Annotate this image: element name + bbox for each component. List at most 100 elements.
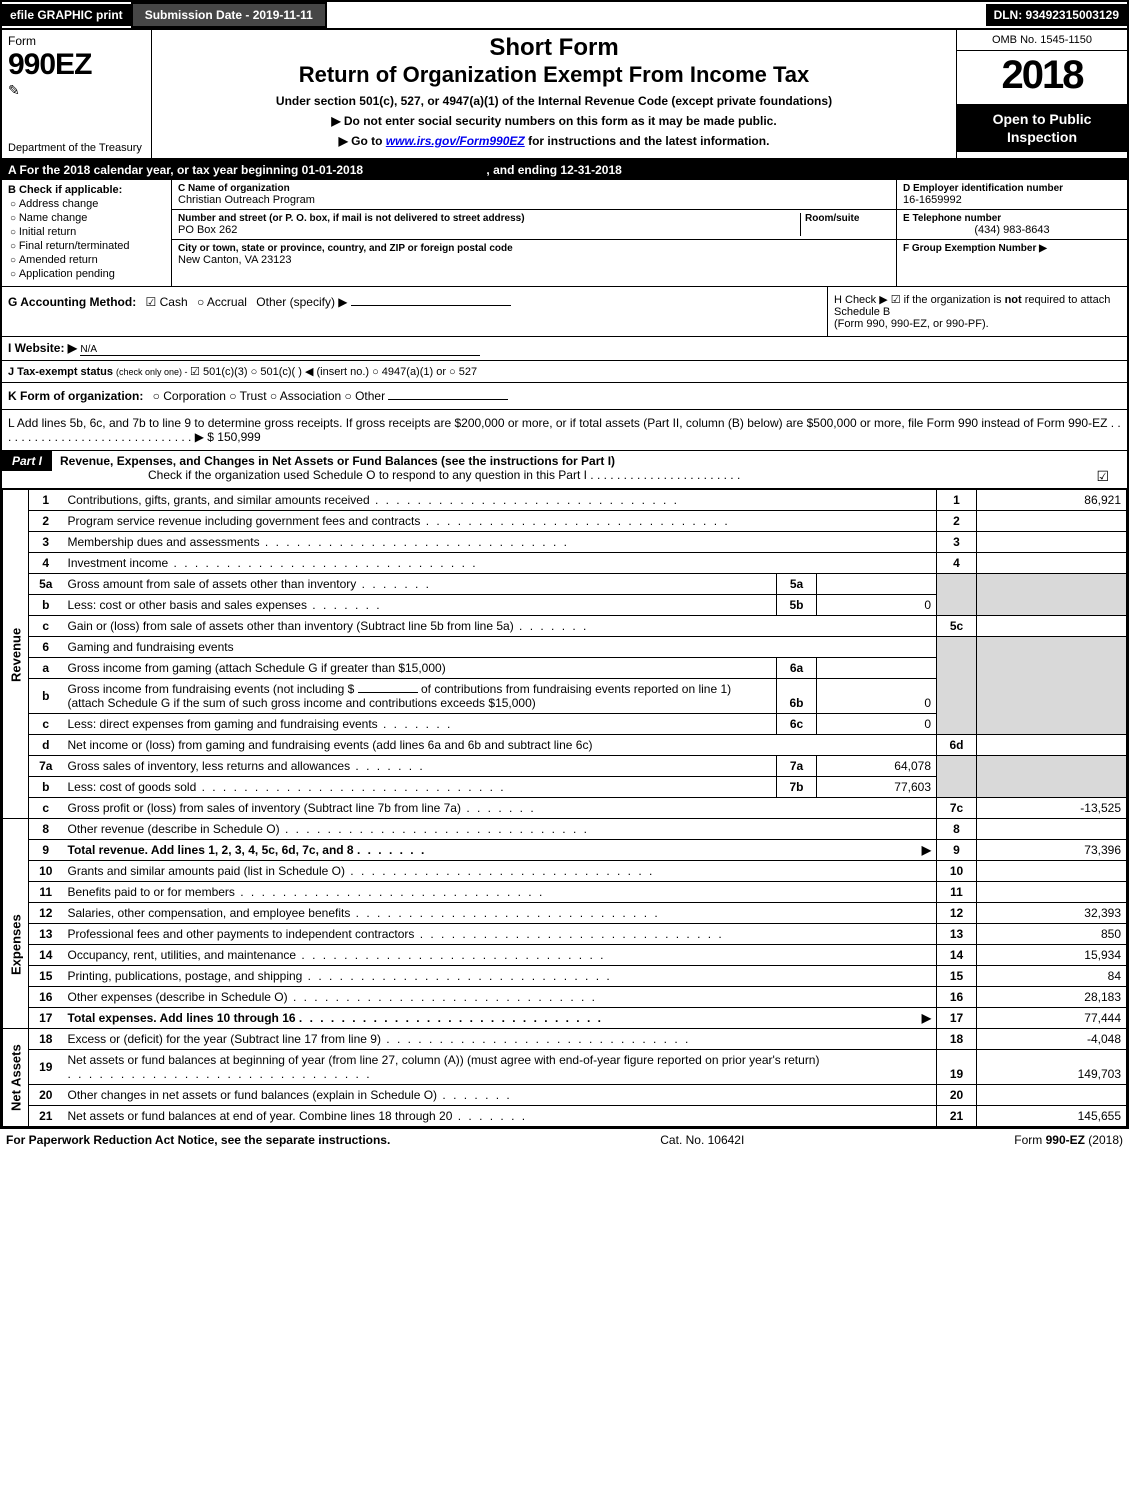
d-3: Membership dues and assessments <box>68 535 260 549</box>
section-b-header: B Check if applicable: <box>8 184 165 196</box>
d-5c: Gain or (loss) from sale of assets other… <box>68 619 514 633</box>
d-20: Other changes in net assets or fund bala… <box>68 1088 438 1102</box>
ln-5b: b <box>29 595 63 616</box>
street-value: PO Box 262 <box>178 224 800 236</box>
j-sub: (check only one) - <box>116 367 190 377</box>
in-6b: 6b <box>777 679 817 714</box>
ln-21: 21 <box>29 1106 63 1127</box>
accounting-cash[interactable]: ☑ Cash <box>146 295 188 309</box>
ln-2: 2 <box>29 511 63 532</box>
form-header: Form 990EZ ✎ Department of the Treasury … <box>2 30 1127 160</box>
ln-6a: a <box>29 658 63 679</box>
dln-label: DLN: 93492315003129 <box>986 4 1127 26</box>
d-6: Gaming and fundraising events <box>68 640 234 654</box>
rn-1: 1 <box>937 490 977 511</box>
website-row: I Website: ▶ N/A <box>2 337 1127 361</box>
d-15: Printing, publications, postage, and shi… <box>68 969 303 983</box>
d-8: Other revenue (describe in Schedule O) <box>68 822 280 836</box>
chk-name-change[interactable]: Name change <box>10 212 165 224</box>
accounting-accrual[interactable]: ○ Accrual <box>197 295 247 309</box>
goto-pre: ▶ Go to <box>339 134 386 148</box>
v-6d <box>977 735 1127 756</box>
iv-7a: 64,078 <box>817 756 937 777</box>
iv-6c: 0 <box>817 714 937 735</box>
rn-12: 12 <box>937 903 977 924</box>
j-label: J Tax-exempt status <box>8 366 113 378</box>
room-label: Room/suite <box>805 213 890 224</box>
part1-label: Part I <box>2 451 52 471</box>
goto-link[interactable]: www.irs.gov/Form990EZ <box>386 134 525 148</box>
rn-17: 17 <box>937 1008 977 1029</box>
d-7b: Less: cost of goods sold <box>68 780 197 794</box>
rn-4: 4 <box>937 553 977 574</box>
section-def: D Employer identification number 16-1659… <box>897 180 1127 286</box>
d-7c: Gross profit or (loss) from sales of inv… <box>68 801 461 815</box>
d-6c: Less: direct expenses from gaming and fu… <box>68 717 378 731</box>
v-19: 149,703 <box>977 1050 1127 1085</box>
v-16: 28,183 <box>977 987 1127 1008</box>
ln-17: 17 <box>29 1008 63 1029</box>
group-exemption-label: F Group Exemption Number ▶ <box>903 243 1121 254</box>
d-11: Benefits paid to or for members <box>68 885 235 899</box>
efile-print-label[interactable]: efile GRAPHIC print <box>2 4 131 26</box>
v-13: 850 <box>977 924 1127 945</box>
v-20 <box>977 1085 1127 1106</box>
v-1: 86,921 <box>977 490 1127 511</box>
v-7c: -13,525 <box>977 798 1127 819</box>
ein-label: D Employer identification number <box>903 183 1121 194</box>
d-1: Contributions, gifts, grants, and simila… <box>68 493 370 507</box>
section-h: H Check ▶ ☑ if the organization is not r… <box>827 287 1127 336</box>
page-footer: For Paperwork Reduction Act Notice, see … <box>0 1129 1129 1151</box>
accounting-other[interactable]: Other (specify) ▶ <box>256 295 347 309</box>
tax-year: 2018 <box>957 51 1127 105</box>
chk-final-return[interactable]: Final return/terminated <box>10 240 165 252</box>
ln-8: 8 <box>29 819 63 840</box>
ln-16: 16 <box>29 987 63 1008</box>
lines-table: Revenue 1 Contributions, gifts, grants, … <box>2 489 1127 1127</box>
irs-logo-icon: ✎ <box>8 82 145 99</box>
rn-21: 21 <box>937 1106 977 1127</box>
ln-7c: c <box>29 798 63 819</box>
h-text3: (Form 990, 990-EZ, or 990-PF). <box>834 318 989 330</box>
rn-20: 20 <box>937 1085 977 1106</box>
v-10 <box>977 861 1127 882</box>
submission-date-label: Submission Date - 2019-11-11 <box>131 2 327 28</box>
goto-line: ▶ Go to www.irs.gov/Form990EZ for instru… <box>160 134 948 148</box>
ln-9: 9 <box>29 840 63 861</box>
in-6c: 6c <box>777 714 817 735</box>
d-16: Other expenses (describe in Schedule O) <box>68 990 288 1004</box>
website-value: N/A <box>80 344 480 356</box>
form-container: Form 990EZ ✎ Department of the Treasury … <box>0 28 1129 1129</box>
chk-initial-return[interactable]: Initial return <box>10 226 165 238</box>
city-label: City or town, state or province, country… <box>178 243 890 254</box>
v-4 <box>977 553 1127 574</box>
v-17: 77,444 <box>977 1008 1127 1029</box>
j-opts[interactable]: ☑ 501(c)(3) ○ 501(c)( ) ◀ (insert no.) ○… <box>190 366 477 378</box>
d-18: Excess or (deficit) for the year (Subtra… <box>68 1032 381 1046</box>
iv-5a <box>817 574 937 595</box>
chk-amended-return[interactable]: Amended return <box>10 254 165 266</box>
iv-6b: 0 <box>817 679 937 714</box>
ln-5a: 5a <box>29 574 63 595</box>
omb-number: OMB No. 1545-1150 <box>957 30 1127 51</box>
rn-14: 14 <box>937 945 977 966</box>
v-15: 84 <box>977 966 1127 987</box>
rn-18: 18 <box>937 1029 977 1050</box>
ln-11: 11 <box>29 882 63 903</box>
sidetab-expenses: Expenses <box>3 861 29 1029</box>
tax-exempt-row: J Tax-exempt status (check only one) - ☑… <box>2 361 1127 383</box>
ln-10: 10 <box>29 861 63 882</box>
rn-8: 8 <box>937 819 977 840</box>
org-info-row: B Check if applicable: Address change Na… <box>2 180 1127 287</box>
k-opts[interactable]: ○ Corporation ○ Trust ○ Association ○ Ot… <box>153 389 385 403</box>
in-7a: 7a <box>777 756 817 777</box>
rn-10: 10 <box>937 861 977 882</box>
d-6d: Net income or (loss) from gaming and fun… <box>68 738 593 752</box>
sidetab-netassets: Net Assets <box>3 1029 29 1127</box>
period-end: 12-31-2018 <box>560 163 621 177</box>
chk-address-change[interactable]: Address change <box>10 198 165 210</box>
website-label: I Website: ▶ <box>8 341 77 355</box>
org-name: Christian Outreach Program <box>178 194 890 206</box>
chk-application-pending[interactable]: Application pending <box>10 268 165 280</box>
footer-right: Form 990-EZ (2018) <box>1014 1133 1123 1147</box>
